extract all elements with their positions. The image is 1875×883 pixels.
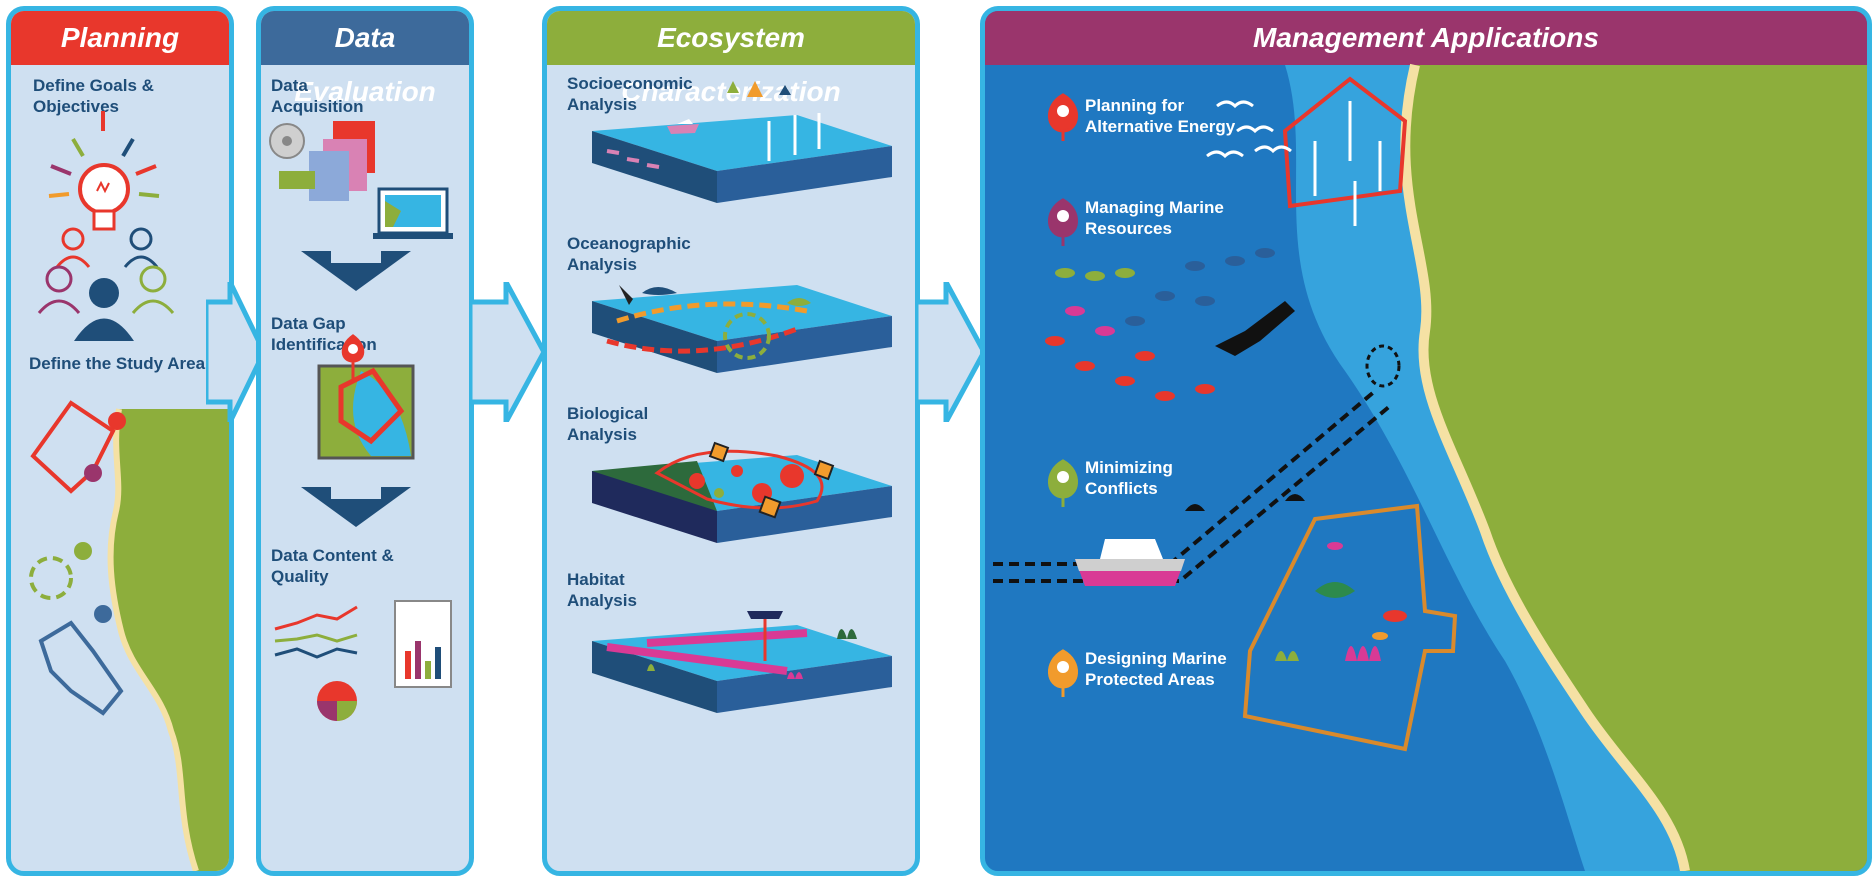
define-study-area-label: Define the Study Area [29, 354, 206, 373]
socioeconomic-block [592, 81, 892, 203]
map-pin-purple-icon [1048, 198, 1078, 246]
charts-and-report-icon [274, 600, 452, 721]
planning-panel: Planning Define Goals & Objectives Defin… [6, 6, 234, 876]
wind-farm-icon [1206, 76, 1408, 226]
management-illustration [993, 63, 1867, 871]
planning-header: Planning [11, 11, 229, 65]
alternative-energy-label: Planning for Alternative Energy [1085, 96, 1236, 136]
data-acquisition-label: Data Acquisition [271, 76, 364, 116]
define-goals-label: Define Goals & Objectives [33, 76, 154, 116]
planning-illustration [29, 111, 229, 871]
flow-arrow-2 [470, 282, 547, 422]
data-content-quality-label: Data Content & Quality [271, 546, 394, 586]
data-evaluation-illustration [269, 121, 453, 721]
habitat-block [592, 611, 892, 713]
scuba-diver-icon [1215, 301, 1295, 356]
gap-map-icon [317, 334, 415, 460]
books-and-discs-icon [269, 121, 453, 239]
flow-arrow-3 [916, 282, 987, 422]
ecosystem-illustration [592, 81, 892, 713]
data-evaluation-header: Data Evaluation [261, 11, 469, 107]
minimizing-conflicts-label: Minimizing Conflicts [1085, 458, 1173, 498]
ecosystem-header: Ecosystem Characterization [547, 11, 915, 107]
coastline-land [1405, 65, 1867, 871]
oceanographic-analysis-label: Oceanographic Analysis [567, 234, 691, 274]
map-pin-green-icon [1048, 459, 1078, 507]
management-header: Management Applications [985, 11, 1867, 65]
management-panel: Management Applications [980, 6, 1872, 876]
shipping-route-icon [993, 344, 1401, 586]
down-arrow-icon [301, 251, 411, 291]
down-arrow-icon-2 [301, 487, 411, 527]
flow-arrow-1 [206, 282, 267, 422]
socioeconomic-analysis-label: Socioeconomic Analysis [567, 74, 693, 114]
marine-protected-area-icon [1242, 503, 1458, 752]
data-evaluation-panel: Data Evaluation Data Acquisition Data Ga… [256, 6, 474, 876]
oceanographic-block [592, 285, 892, 373]
fish-school-icon [1045, 248, 1275, 401]
biological-block [592, 441, 892, 543]
ecosystem-panel: Ecosystem Characterization Socioeconomic… [542, 6, 920, 876]
protected-areas-label: Designing Marine Protected Areas [1085, 649, 1227, 689]
study-area-map-icon [29, 400, 229, 871]
habitat-analysis-label: Habitat Analysis [567, 570, 637, 610]
lightbulb-icon [48, 111, 160, 231]
map-pin-orange-icon [1048, 649, 1078, 697]
biological-analysis-label: Biological Analysis [567, 404, 649, 444]
map-pin-red-icon [1048, 93, 1078, 141]
people-icon [37, 227, 175, 341]
marine-resources-label: Managing Marine Resources [1085, 198, 1224, 238]
